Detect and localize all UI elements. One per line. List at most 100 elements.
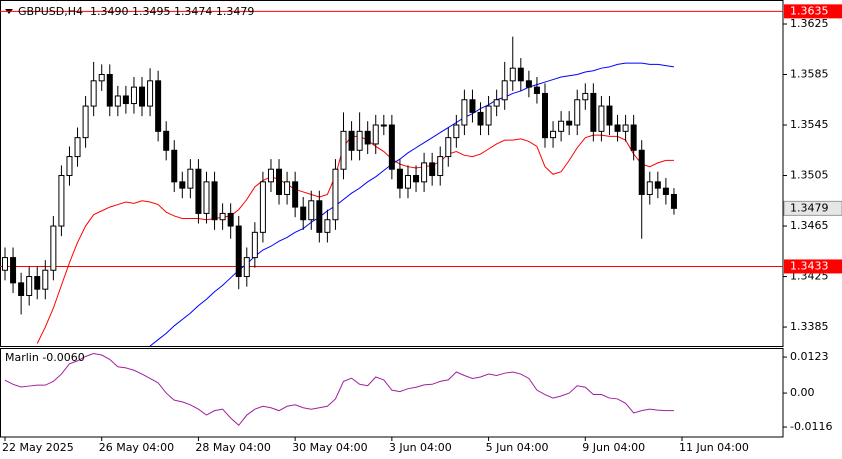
candle-body: [58, 175, 65, 227]
candle-body: [219, 212, 226, 221]
candle-body: [1, 257, 8, 271]
candle-body: [147, 80, 154, 107]
candle-body: [340, 130, 347, 170]
candle-body: [477, 111, 484, 126]
candle-body: [308, 200, 315, 221]
candle-body: [66, 156, 73, 177]
candle-body: [195, 168, 202, 214]
y-tick-label: 1.3585: [790, 68, 829, 81]
candle-body: [469, 99, 476, 113]
candle-body: [590, 92, 597, 132]
series-line: [4, 353, 674, 427]
candle-body: [179, 181, 186, 189]
candle-body: [413, 175, 420, 183]
candle-body: [130, 86, 137, 105]
candle-body: [509, 67, 516, 82]
candle-body: [541, 92, 548, 139]
candle-body: [171, 149, 178, 183]
candle-body: [316, 200, 323, 233]
x-tick-label: 28 May 04:00: [195, 441, 270, 454]
candle-body: [421, 162, 428, 183]
last-price-box: [783, 200, 842, 216]
candle-body: [654, 181, 661, 189]
y-tick-label: 1.3505: [790, 169, 829, 182]
candle-body: [517, 67, 524, 82]
candle-body: [106, 74, 113, 107]
candle-body: [445, 137, 452, 158]
candle-body: [598, 105, 605, 132]
candle-body: [211, 181, 218, 221]
candle-body: [453, 124, 460, 139]
candle-body: [300, 206, 307, 221]
candle-body: [493, 99, 500, 107]
candle-body: [396, 168, 403, 189]
candle-body: [10, 257, 17, 284]
candle-body: [372, 124, 379, 145]
x-tick-label: 30 May 04:00: [292, 441, 367, 454]
x-tick-label: 22 May 2025: [2, 441, 74, 454]
y-tick-label: 0.0123: [790, 350, 829, 363]
x-tick-label: 5 Jun 04:00: [486, 441, 549, 454]
candle-body: [90, 80, 97, 107]
candle-body: [122, 95, 129, 105]
candle-body: [437, 156, 444, 177]
candle-body: [622, 124, 629, 132]
candle-body: [646, 181, 653, 195]
y-tick-label: -0.0116: [790, 420, 832, 433]
candle-body: [18, 282, 25, 296]
candle-body: [98, 74, 105, 82]
series-line: [36, 134, 674, 344]
candle-body: [638, 149, 645, 195]
candle-body: [582, 92, 589, 101]
candle-body: [114, 95, 121, 107]
x-tick-label: 11 Jun 04:00: [679, 441, 749, 454]
candle-body: [235, 225, 242, 278]
candle-body: [203, 181, 210, 214]
candle-body: [259, 181, 266, 233]
candle-body: [227, 212, 234, 227]
y-tick-label: 0.00: [790, 386, 815, 399]
candle-body: [163, 130, 170, 151]
level-label: 1.3433: [790, 259, 829, 272]
main-panel-frame: [0, 0, 784, 347]
candle-body: [662, 187, 669, 195]
panel-title: Marlin -0.0060: [5, 351, 85, 364]
candle-body: [284, 181, 291, 195]
candle-body: [558, 120, 565, 132]
candle-body: [292, 181, 299, 208]
y-tick-label: 1.3465: [790, 219, 829, 232]
candle-body: [139, 86, 146, 107]
panel-title: GBPUSD,H4 1.3490 1.3495 1.3474 1.3479: [18, 5, 254, 18]
y-tick-label: 1.3625: [790, 17, 829, 30]
candle-body: [525, 80, 532, 88]
candle-body: [348, 130, 355, 151]
candle-body: [550, 130, 557, 139]
candle-body: [356, 130, 363, 151]
candle-body: [670, 193, 677, 209]
candle-body: [42, 269, 49, 290]
x-tick-label: 26 May 04:00: [99, 441, 174, 454]
candle-body: [485, 105, 492, 126]
candle-body: [332, 168, 339, 221]
candle-body: [388, 124, 395, 170]
candle-body: [429, 162, 436, 177]
candle-body: [404, 175, 411, 189]
candle-body: [155, 80, 162, 132]
candle-body: [187, 168, 194, 189]
candle-body: [566, 120, 573, 126]
candle-body: [82, 105, 89, 139]
x-tick-label: 3 Jun 04:00: [389, 441, 452, 454]
y-tick-label: 1.3385: [790, 320, 829, 333]
level-label: 1.3635: [790, 4, 829, 17]
candle-body: [50, 225, 57, 271]
level-label-box: [784, 4, 842, 19]
candle-body: [251, 231, 258, 259]
candle-body: [276, 168, 283, 195]
candle-body: [380, 124, 387, 127]
candle-body: [26, 276, 33, 296]
candle-body: [267, 168, 274, 183]
candle-body: [630, 124, 637, 151]
candle-body: [574, 99, 581, 126]
